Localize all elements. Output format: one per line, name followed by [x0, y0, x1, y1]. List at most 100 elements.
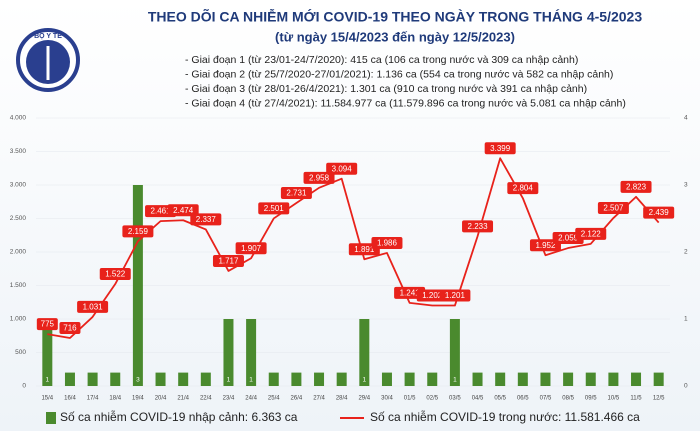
x-tick-label: 07/5	[540, 396, 552, 402]
data-label: 1.952	[535, 241, 556, 250]
bar	[223, 319, 234, 386]
data-label: 3.094	[332, 164, 353, 173]
bar	[178, 372, 189, 386]
y2-tick-label: 4	[684, 115, 688, 122]
data-label-box	[462, 220, 494, 233]
data-label-box	[212, 254, 244, 267]
data-label: 2.804	[513, 184, 534, 193]
x-tick-label: 30/4	[381, 396, 393, 402]
x-tick-label: 25/4	[268, 396, 280, 402]
data-label-box	[597, 202, 629, 215]
x-tick-label: 06/5	[517, 396, 529, 402]
x-tick-label: 05/5	[494, 396, 506, 402]
data-label: 2.439	[649, 208, 670, 217]
bar	[200, 372, 211, 386]
x-tick-label: 15/4	[41, 396, 53, 402]
data-label-box	[326, 162, 358, 175]
bar	[291, 372, 302, 386]
x-tick-label: 03/5	[449, 396, 461, 402]
bar-label: 1	[363, 377, 367, 384]
x-tick-label: 17/4	[87, 396, 99, 402]
data-label-box	[258, 202, 290, 215]
bar-label: 3	[136, 377, 140, 384]
data-label: 2.958	[309, 173, 330, 182]
data-label: 2.461	[151, 207, 172, 216]
data-label-box	[575, 227, 607, 240]
x-tick-label: 28/4	[336, 396, 348, 402]
bar	[314, 372, 325, 386]
bar	[155, 372, 166, 386]
x-tick-label: 18/4	[109, 396, 121, 402]
bar-label: 1	[453, 377, 457, 384]
bar	[449, 319, 460, 386]
data-label: 2.731	[286, 189, 307, 198]
y-tick-label: 2.000	[10, 249, 27, 256]
legend-label: Số ca nhiễm COVID-19 trong nước: 11.581.…	[370, 409, 640, 424]
bar	[653, 372, 664, 386]
data-label-box	[643, 206, 675, 219]
bar	[472, 372, 483, 386]
data-label: 1.241	[400, 288, 421, 297]
data-label: 2.233	[468, 222, 489, 231]
x-tick-label: 27/4	[313, 396, 325, 402]
data-label: 1.891	[354, 245, 375, 254]
x-tick-label: 12/5	[653, 396, 665, 402]
data-label: 2.159	[128, 227, 149, 236]
x-tick-label: 26/4	[291, 396, 303, 402]
note: - Giai đoạn 4 (từ 27/4/2021): 11.584.977…	[185, 97, 626, 109]
data-label-box	[439, 289, 471, 302]
data-label: 1.202	[422, 291, 443, 300]
data-label: 2.337	[196, 215, 217, 224]
data-label: 2.059	[558, 234, 579, 243]
x-tick-label: 29/4	[358, 396, 370, 402]
data-label: 716	[63, 324, 77, 333]
bar	[404, 372, 415, 386]
bar	[268, 372, 279, 386]
chart-title: THEO DÕI CA NHIỄM MỚI COVID-19 THEO NGÀY…	[148, 8, 642, 25]
bar-label: 1	[227, 377, 231, 384]
x-tick-label: 04/5	[472, 396, 484, 402]
y2-tick-label: 3	[684, 182, 688, 189]
bar	[246, 319, 257, 386]
chart-subtitle: (từ ngày 15/4/2023 đến ngày 12/5/2023)	[275, 29, 515, 44]
note: - Giai đoạn 2 (từ 25/7/2020-27/01/2021):…	[185, 68, 613, 80]
data-label: 1.522	[105, 270, 126, 279]
y2-tick-label: 0	[684, 383, 688, 390]
data-label-box	[167, 204, 199, 217]
data-label-box	[484, 142, 516, 155]
bar	[540, 372, 551, 386]
bar	[427, 372, 438, 386]
x-tick-label: 23/4	[223, 396, 235, 402]
data-label-box	[77, 300, 109, 313]
data-label-box	[620, 180, 652, 193]
data-label-box	[122, 225, 154, 238]
y-tick-label: 1.000	[10, 316, 27, 323]
data-label-box	[36, 318, 58, 331]
legend-swatch	[46, 412, 56, 424]
bar	[87, 372, 98, 386]
x-tick-label: 16/4	[64, 396, 76, 402]
logo-text: BỘ Y TẾ	[34, 30, 62, 40]
bar	[132, 185, 143, 386]
x-tick-label: 08/5	[562, 396, 574, 402]
data-label: 775	[41, 320, 55, 329]
data-label-box	[190, 213, 222, 226]
bar	[608, 372, 619, 386]
y-tick-label: 2.500	[10, 215, 27, 222]
y-tick-label: 500	[15, 349, 26, 356]
data-label-box	[303, 171, 335, 184]
x-tick-label: 22/4	[200, 396, 212, 402]
data-label: 1.717	[218, 257, 239, 266]
x-tick-label: 21/4	[177, 396, 189, 402]
bar	[64, 372, 75, 386]
y-tick-label: 4.000	[10, 115, 27, 122]
data-label-box	[280, 187, 312, 200]
bar	[495, 372, 506, 386]
data-label: 1.201	[445, 291, 466, 300]
data-label-box	[371, 236, 403, 249]
bar	[563, 372, 574, 386]
bar-label: 1	[249, 377, 253, 384]
y-tick-label: 0	[22, 383, 26, 390]
